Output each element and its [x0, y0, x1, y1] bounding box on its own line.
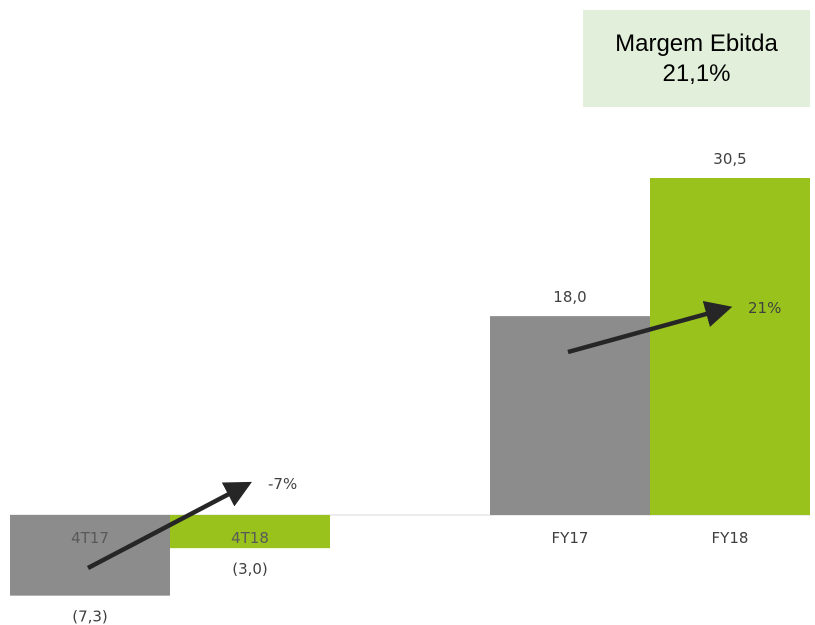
- category-label-4t18: 4T18: [231, 529, 269, 547]
- callout-title: Margem Ebitda: [615, 29, 778, 57]
- category-label-fy18: FY18: [712, 529, 749, 547]
- growth-arrow-quarter: [86, 481, 252, 570]
- category-label-fy17: FY17: [552, 529, 589, 547]
- growth-label-quarter: -7%: [268, 475, 297, 493]
- bar-fy18: [650, 178, 810, 515]
- growth-label-year: 21%: [748, 299, 781, 317]
- bar-fy17: [490, 316, 650, 515]
- bar-4t18: [170, 515, 330, 549]
- ebitda-margin-callout: Margem Ebitda 21,1%: [583, 10, 810, 107]
- callout-value: 21,1%: [662, 59, 731, 87]
- bar-4t17: [10, 515, 170, 596]
- value-label-fy18: 30,5: [713, 150, 746, 168]
- growth-arrow-year: [567, 300, 733, 355]
- value-label-fy17: 18,0: [553, 288, 586, 306]
- value-label-4t17: (7,3): [72, 608, 108, 625]
- category-label-4t17: 4T17: [71, 529, 109, 547]
- value-label-4t18: (3,0): [232, 560, 268, 578]
